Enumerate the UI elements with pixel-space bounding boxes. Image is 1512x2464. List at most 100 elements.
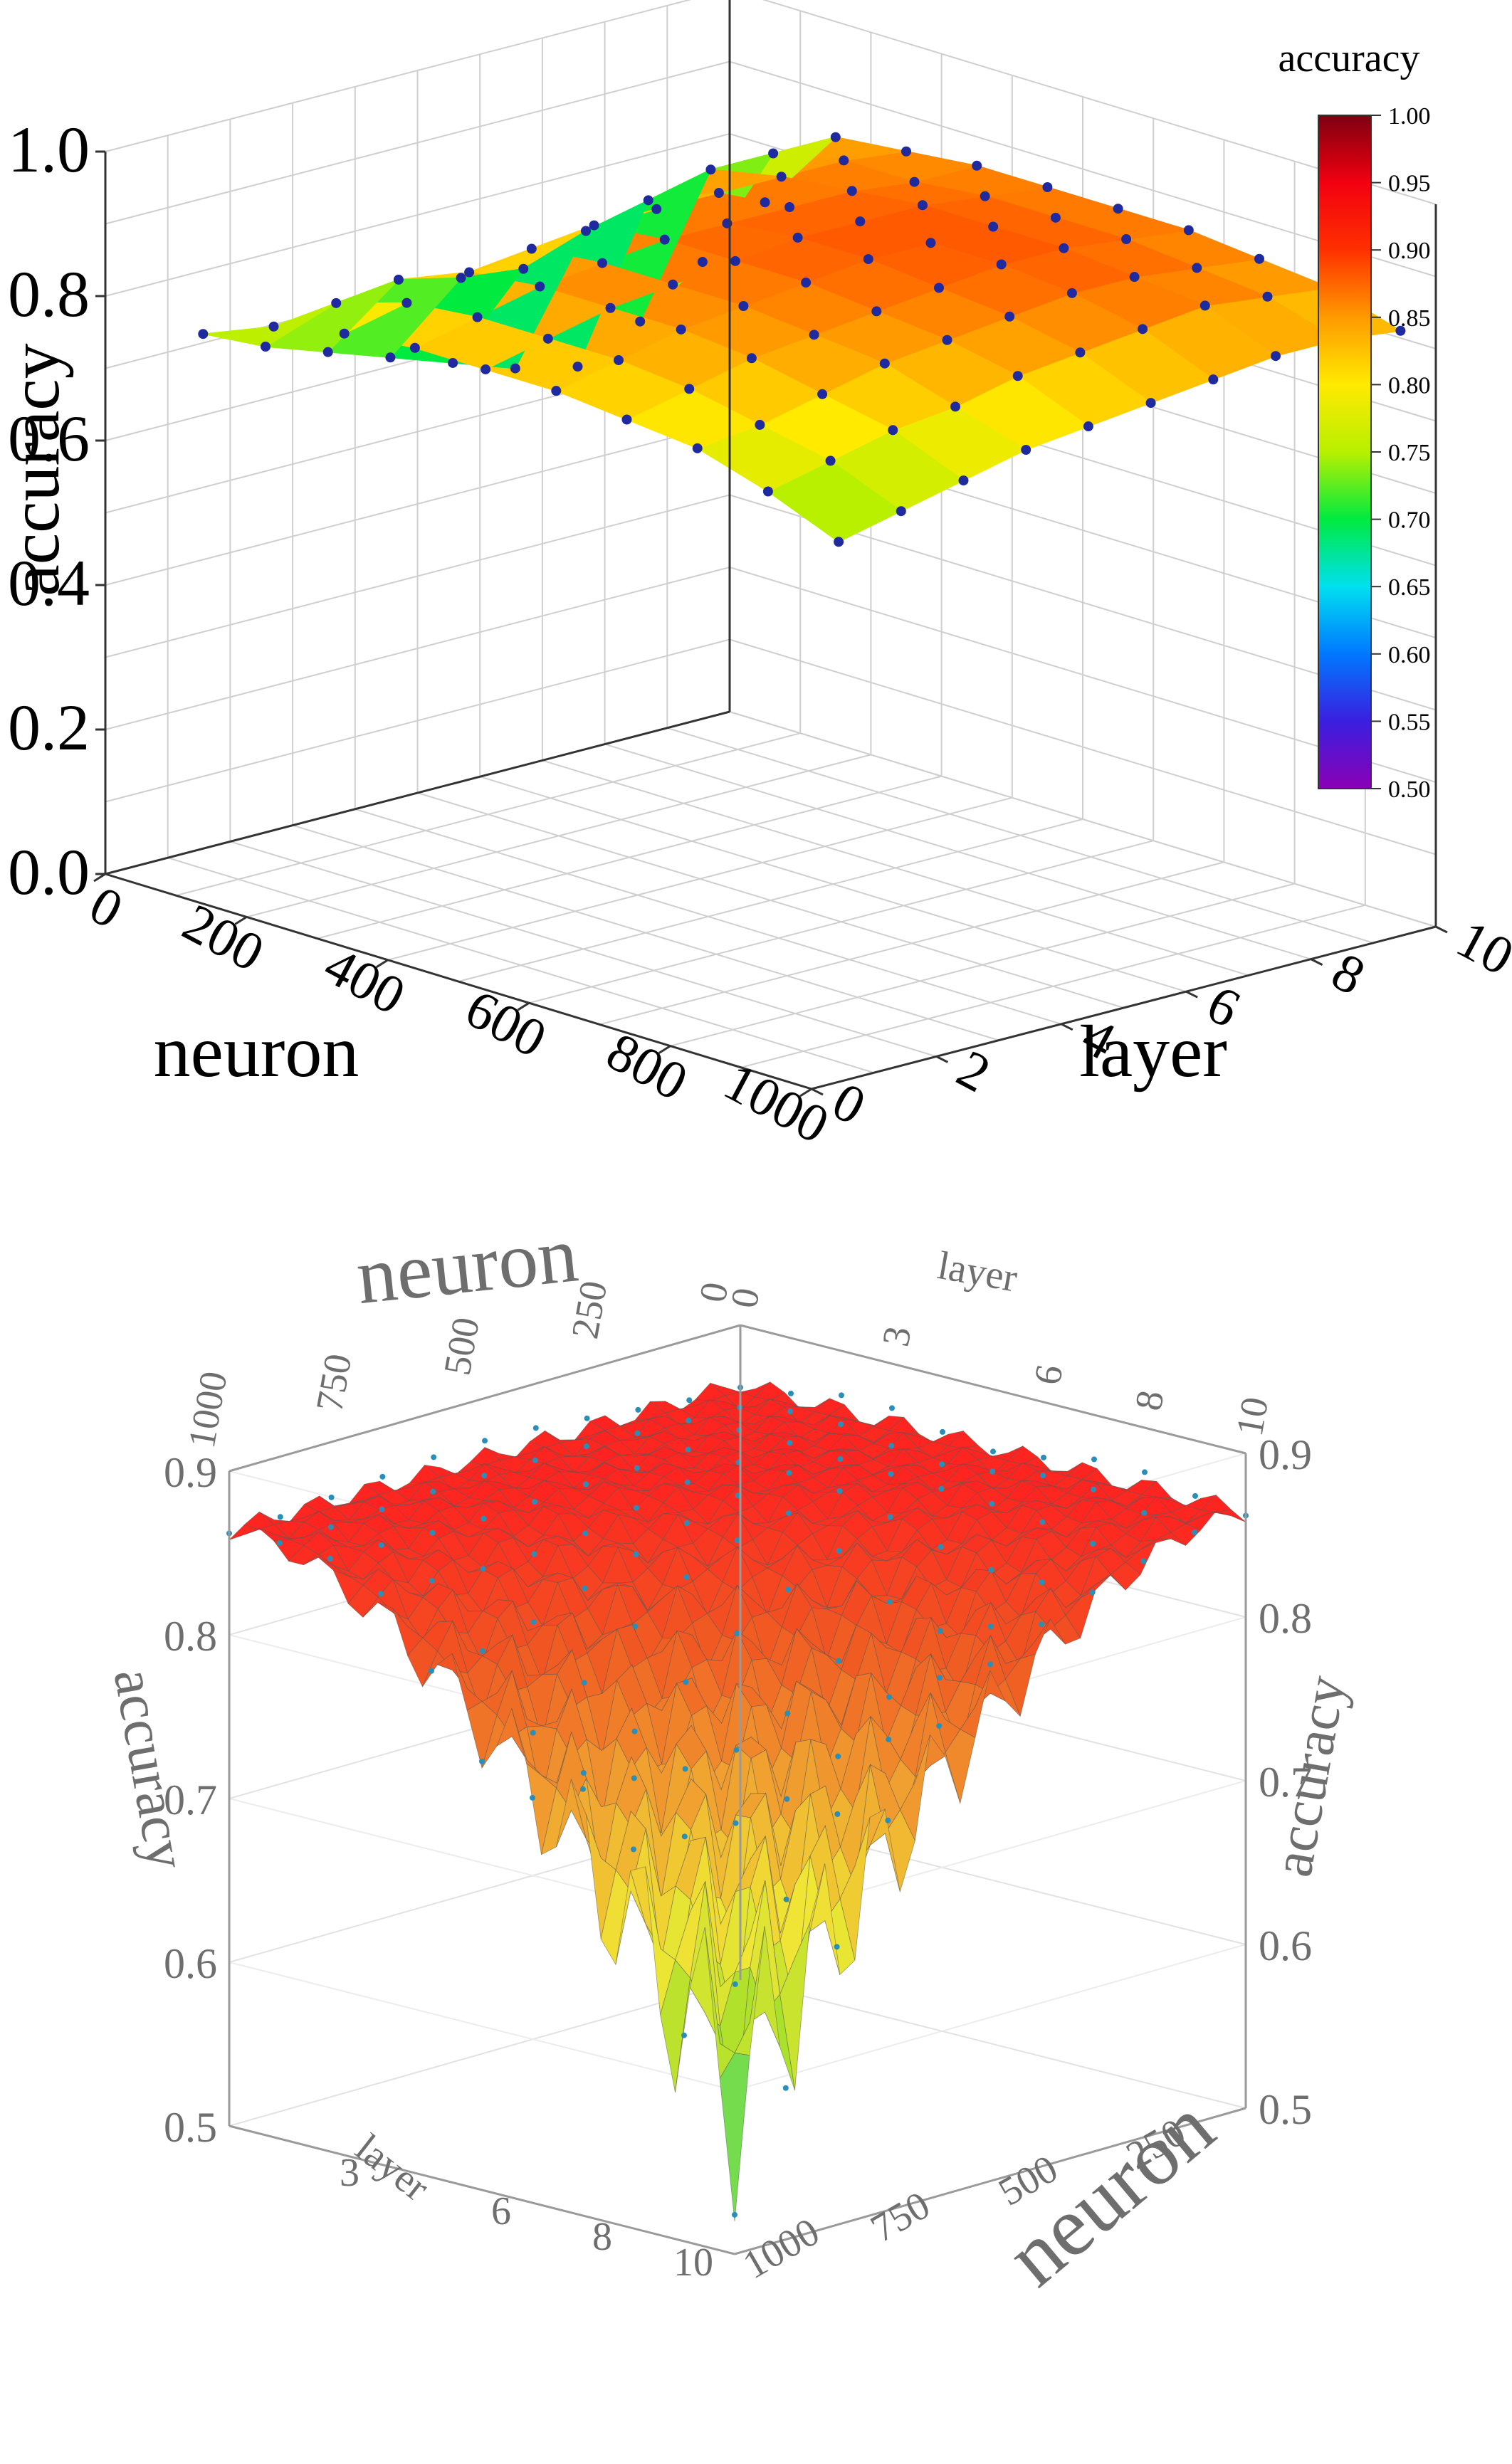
top-data-point [792, 232, 803, 243]
bottom-data-point [378, 1542, 384, 1548]
bottom-wall-gridline [229, 1962, 735, 2091]
bottom-data-point [532, 1457, 538, 1463]
bottom-data-point [681, 2032, 687, 2038]
top-data-point [871, 306, 882, 317]
top-data-point [784, 202, 795, 213]
bottom-data-point [786, 1470, 792, 1476]
bottom-data-point [834, 1811, 841, 1817]
bottom-left-z-tick-label: 0.8 [164, 1613, 217, 1660]
colorbar-tick-label: 0.50 [1388, 776, 1431, 803]
top-data-point [393, 274, 404, 285]
bottom-left-z-tick-label: 0.7 [164, 1776, 217, 1823]
bottom-data-point [834, 1944, 840, 1950]
bottom-top-neuron-label: neuron [352, 1210, 582, 1321]
top-surface [203, 136, 1402, 543]
top-data-point [839, 155, 849, 166]
top-data-point [697, 257, 708, 267]
bottom-top-edge-layer [740, 1324, 1246, 1455]
top-floor-gridline [667, 727, 1374, 944]
bottom-data-point [987, 1661, 993, 1668]
colorbar-gradient [1318, 115, 1372, 789]
top-data-point [918, 200, 928, 211]
top-floor-gridline [167, 857, 874, 1074]
top-z-tick-label: 1.0 [8, 113, 90, 186]
top-data-point [925, 238, 936, 248]
top-data-point [464, 267, 475, 278]
top-data-point [261, 342, 271, 352]
bottom-data-point [836, 1658, 841, 1664]
top-data-point [409, 342, 420, 353]
bottom-data-point [885, 1817, 891, 1823]
bottom-wall-gridline [229, 1979, 741, 2127]
colorbar-ticks: 0.50 0.55 0.60 0.65 0.70 0.75 0.80 0.85 0.90 0.95… [1371, 103, 1431, 803]
top-data-point [888, 425, 898, 436]
top-data-point [1208, 374, 1219, 385]
bottom-right-z-tick-label: 0.8 [1259, 1595, 1312, 1642]
top-data-point [1192, 263, 1202, 273]
bottom-data-point [531, 1551, 537, 1557]
top-data-point [801, 278, 812, 288]
bottom-data-point [631, 1728, 638, 1734]
bottom-data-point [430, 1488, 436, 1495]
bottom-data-point [1039, 1519, 1046, 1525]
top-data-point [535, 281, 545, 292]
bottom-data-point [429, 1577, 435, 1584]
top-data-point [896, 506, 906, 517]
bottom-data-point [583, 1443, 589, 1450]
top-wall-gridline [105, 422, 730, 586]
bottom-floor-neuron-tick-label: 750 [863, 2183, 938, 2251]
top-wall-gridline [105, 60, 730, 225]
top-data-point [755, 419, 765, 430]
top-data-point [768, 148, 779, 159]
bottom-data-point [1041, 1454, 1046, 1460]
top-x-tick [799, 1088, 812, 1097]
bottom-data-point [582, 1585, 588, 1591]
top-data-point [762, 486, 773, 497]
bottom-data-point [684, 1479, 691, 1485]
bottom-data-point [836, 1488, 843, 1494]
bottom-data-point [938, 1485, 945, 1492]
top-z-tick-label: 0.6 [8, 402, 90, 475]
top-data-point [481, 364, 491, 374]
bottom-data-point [429, 1668, 434, 1674]
top-data-point [1271, 351, 1281, 362]
bottom-data-points [226, 1384, 1249, 2218]
bottom-data-point [787, 1440, 793, 1446]
colorbar-tick-label: 0.75 [1388, 440, 1431, 466]
top-z-axis-label: accuracy [0, 343, 74, 596]
bottom-data-point [1140, 1558, 1147, 1564]
bottom-top-neuron-tick-label: 250 [563, 1278, 615, 1342]
bottom-data-point [584, 1415, 590, 1421]
bottom-top-layer-tick-label: 0 [723, 1285, 768, 1311]
bottom-top-layer-tick-label: 8 [1127, 1387, 1172, 1413]
bottom-data-point [732, 1981, 738, 1987]
bottom-top-neuron-tick-label: 750 [308, 1351, 359, 1415]
bottom-data-point [431, 1454, 437, 1460]
top-data-point [510, 363, 520, 374]
top-data-point [809, 330, 819, 340]
top-data-point [738, 301, 749, 311]
bottom-left-z-tick-label: 0.5 [164, 2104, 217, 2151]
bottom-data-point [378, 1591, 384, 1597]
bottom-surface-patch [719, 2053, 750, 2222]
bottom-data-point [837, 1455, 844, 1462]
top-data-point [980, 191, 990, 201]
top-wall-gridline [105, 0, 692, 152]
bottom-data-point [788, 1390, 794, 1396]
top-wall-gridline [105, 638, 730, 803]
bottom-top-layer-tick-label: 3 [874, 1323, 920, 1349]
top-data-point [526, 243, 537, 254]
bottom-floor-layer-tick-label: 6 [491, 2189, 511, 2233]
bottom-data-point [1192, 1529, 1198, 1535]
bottom-data-point [1089, 1589, 1096, 1596]
top-data-point [901, 146, 911, 157]
bottom-top-neuron-tick-label: 500 [436, 1314, 488, 1378]
bottom-data-point [277, 1514, 283, 1520]
bottom-top-layer-tick-label: 10 [1228, 1394, 1276, 1439]
top-data-point [863, 254, 873, 265]
bottom-data-point [1192, 1492, 1198, 1499]
top-data-point [958, 475, 969, 486]
top-wall-gridline [105, 494, 730, 658]
top-data-point [589, 220, 599, 231]
